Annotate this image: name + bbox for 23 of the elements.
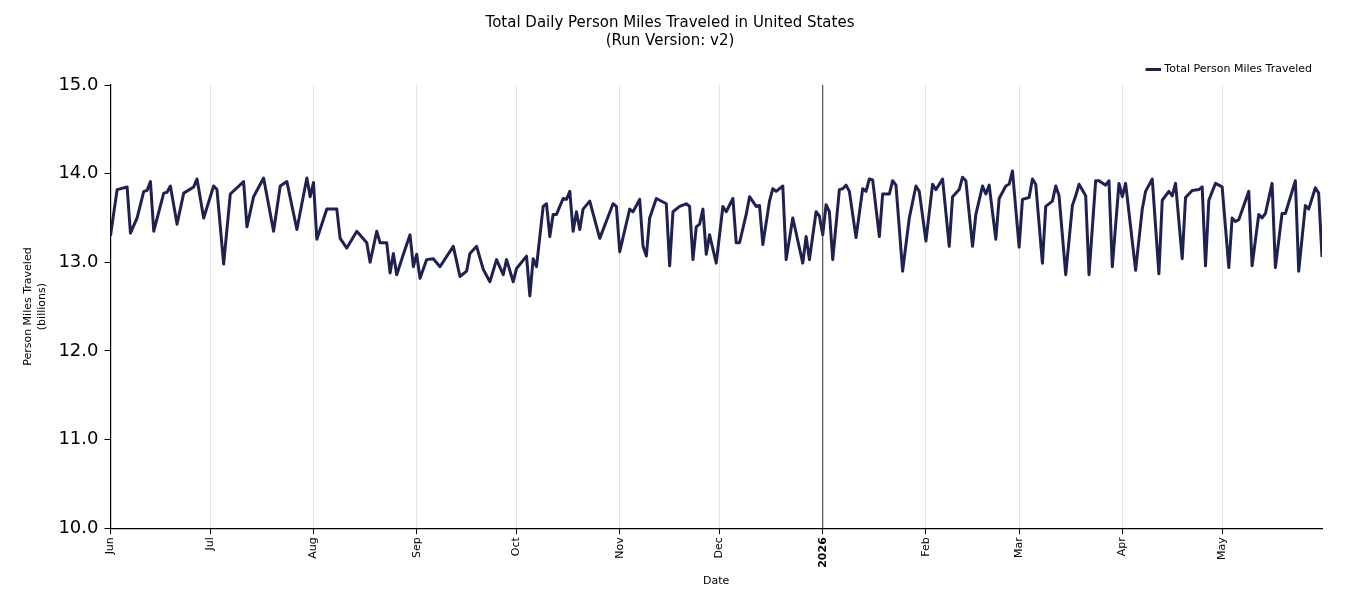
x-tick-label: Jun xyxy=(103,537,117,556)
x-tick-label: May xyxy=(1215,536,1229,560)
x-axis-title: Date xyxy=(703,574,730,588)
x-tick-label: Feb xyxy=(918,537,932,557)
chart-subtitle: (Run Version: v2) xyxy=(605,30,735,49)
y-tick-label: 14.0 xyxy=(58,161,99,183)
y-tick-label: 15.0 xyxy=(58,72,99,94)
y-axis-title: Person Miles Traveled (billions) xyxy=(21,247,48,366)
x-tick-label: Dec xyxy=(712,537,726,559)
x-tick-label: Apr xyxy=(1115,536,1129,557)
x-tick-label: Oct xyxy=(509,536,523,557)
y-tick-label: 11.0 xyxy=(58,427,99,449)
y-tick-label: 13.0 xyxy=(58,249,99,271)
x-tick-label: Aug xyxy=(306,537,320,559)
chart-title: Total Daily Person Miles Traveled in United States xyxy=(484,12,855,31)
legend-label: Total Person Miles Traveled xyxy=(1163,62,1313,76)
x-tick-label: 2026 xyxy=(815,536,829,568)
y-tick-label: 10.0 xyxy=(58,515,99,537)
y-tick-label: 12.0 xyxy=(58,338,99,360)
x-tick-label: Sep xyxy=(409,537,423,558)
x-tick-label: Jul xyxy=(203,537,217,552)
x-tick-label: Mar xyxy=(1011,536,1025,558)
x-tick-label: Nov xyxy=(612,536,626,559)
